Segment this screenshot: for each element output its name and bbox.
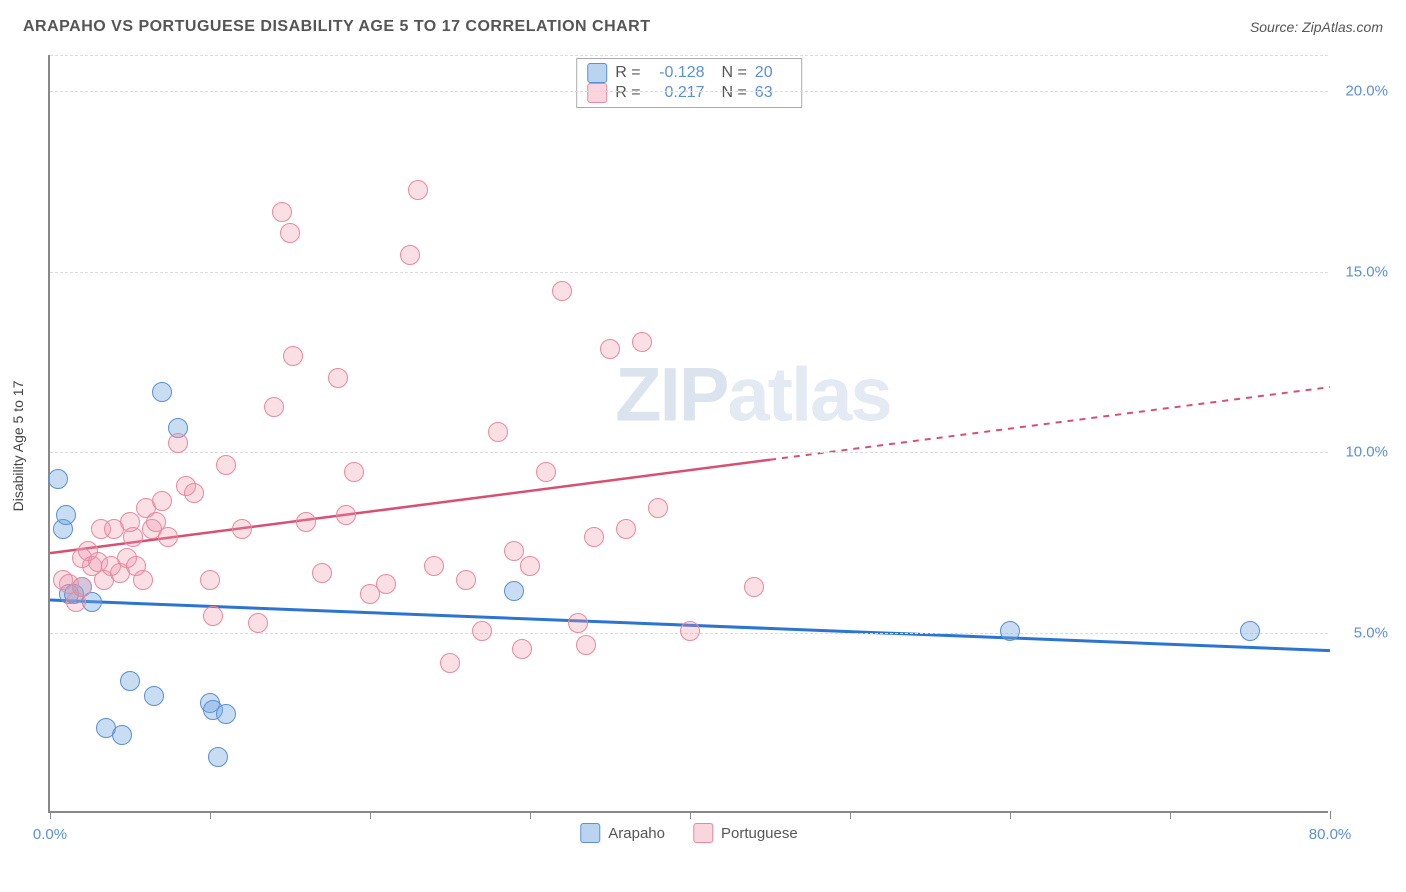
data-point	[272, 202, 292, 222]
stat-row-arapaho: R = -0.128 N = 20	[587, 63, 785, 83]
bottom-legend: Arapaho Portuguese	[580, 823, 797, 843]
data-point	[203, 606, 223, 626]
xtick	[50, 811, 51, 819]
data-point	[312, 563, 332, 583]
xtick	[850, 811, 851, 819]
data-point	[184, 483, 204, 503]
legend-item-arapaho: Arapaho	[580, 823, 665, 843]
xtick	[210, 811, 211, 819]
stat-legend: R = -0.128 N = 20 R = 0.217 N = 63	[576, 58, 802, 108]
swatch-blue-icon	[580, 823, 600, 843]
data-point	[600, 339, 620, 359]
xtick-label: 0.0%	[33, 826, 67, 843]
legend-item-portuguese: Portuguese	[693, 823, 798, 843]
data-point	[283, 346, 303, 366]
data-point	[144, 686, 164, 706]
stat-n-arapaho: 20	[755, 64, 785, 82]
data-point	[328, 368, 348, 388]
xtick	[1170, 811, 1171, 819]
data-point	[440, 653, 460, 673]
gridline	[50, 91, 1328, 92]
data-point	[488, 422, 508, 442]
data-point	[200, 570, 220, 590]
swatch-blue-icon	[587, 63, 607, 83]
data-point	[158, 527, 178, 547]
chart-title: ARAPAHO VS PORTUGUESE DISABILITY AGE 5 T…	[23, 18, 651, 36]
xtick	[690, 811, 691, 819]
stat-n-portuguese: 63	[755, 84, 785, 102]
data-point	[168, 433, 188, 453]
xtick	[1330, 811, 1331, 819]
data-point	[216, 455, 236, 475]
data-point	[1000, 621, 1020, 641]
legend-label-arapaho: Arapaho	[608, 825, 665, 842]
data-point	[296, 512, 316, 532]
gridline	[50, 452, 1328, 453]
data-point	[280, 223, 300, 243]
data-point	[232, 519, 252, 539]
data-point	[576, 635, 596, 655]
plot-area: ZIPatlas R = -0.128 N = 20 R = 0.217 N =…	[48, 55, 1328, 813]
data-point	[208, 747, 228, 767]
data-point	[1240, 621, 1260, 641]
ytick-label: 15.0%	[1345, 263, 1388, 280]
xtick	[1010, 811, 1011, 819]
data-point	[584, 527, 604, 547]
data-point	[648, 498, 668, 518]
data-point	[133, 570, 153, 590]
data-point	[120, 671, 140, 691]
data-point	[552, 281, 572, 301]
data-point	[264, 397, 284, 417]
trendlines-svg	[50, 55, 1328, 811]
data-point	[123, 527, 143, 547]
swatch-pink-icon	[693, 823, 713, 843]
data-point	[424, 556, 444, 576]
stat-r-portuguese: 0.217	[649, 84, 705, 102]
stat-r-label: R =	[615, 84, 640, 102]
data-point	[504, 581, 524, 601]
data-point	[632, 332, 652, 352]
data-point	[680, 621, 700, 641]
data-point	[520, 556, 540, 576]
trendline-dashed	[770, 387, 1330, 460]
data-point	[248, 613, 268, 633]
data-point	[376, 574, 396, 594]
data-point	[48, 469, 68, 489]
data-point	[216, 704, 236, 724]
xtick	[530, 811, 531, 819]
swatch-pink-icon	[587, 83, 607, 103]
data-point	[744, 577, 764, 597]
ytick-label: 10.0%	[1345, 444, 1388, 461]
data-point	[152, 491, 172, 511]
data-point	[568, 613, 588, 633]
gridline	[50, 55, 1328, 56]
stat-n-label: N =	[713, 84, 747, 102]
data-point	[344, 462, 364, 482]
data-point	[400, 245, 420, 265]
legend-label-portuguese: Portuguese	[721, 825, 798, 842]
ytick-label: 5.0%	[1354, 624, 1388, 641]
stat-row-portuguese: R = 0.217 N = 63	[587, 83, 785, 103]
stat-r-label: R =	[615, 64, 640, 82]
ytick-label: 20.0%	[1345, 83, 1388, 100]
y-axis-label: Disability Age 5 to 17	[10, 381, 26, 512]
data-point	[504, 541, 524, 561]
stat-r-arapaho: -0.128	[649, 64, 705, 82]
data-point	[336, 505, 356, 525]
stat-n-label: N =	[713, 64, 747, 82]
data-point	[616, 519, 636, 539]
data-point	[472, 621, 492, 641]
data-point	[456, 570, 476, 590]
xtick	[370, 811, 371, 819]
data-point	[72, 577, 92, 597]
data-point	[512, 639, 532, 659]
gridline	[50, 272, 1328, 273]
data-point	[536, 462, 556, 482]
data-point	[408, 180, 428, 200]
data-point	[152, 382, 172, 402]
data-point	[56, 505, 76, 525]
data-point	[112, 725, 132, 745]
xtick-label: 80.0%	[1309, 826, 1352, 843]
source-label: Source: ZipAtlas.com	[1250, 19, 1383, 35]
